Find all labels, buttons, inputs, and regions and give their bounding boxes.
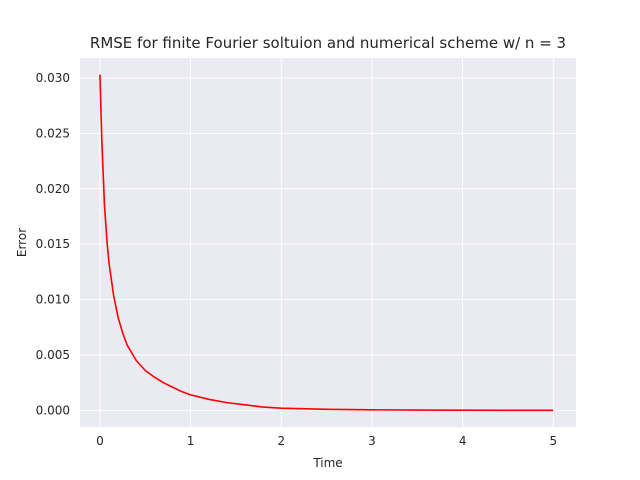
- series-line-0: [99, 74, 554, 412]
- y-tick-label: 0.000: [36, 403, 70, 417]
- x-tick-label: 0: [96, 434, 104, 448]
- y-tick-label: 0.030: [36, 71, 70, 85]
- x-tick-label: 5: [550, 434, 558, 448]
- y-tick-label: 0.005: [36, 348, 70, 362]
- chart-title: RMSE for finite Fourier soltuion and num…: [90, 34, 566, 52]
- plot-area: [80, 58, 576, 427]
- x-tick-label: 2: [277, 434, 285, 448]
- y-tick-label: 0.025: [36, 126, 70, 140]
- x-tick-label: 3: [368, 434, 376, 448]
- x-gridlines: [99, 58, 554, 427]
- y-axis-label: Error: [15, 228, 29, 257]
- x-tick-label: 4: [459, 434, 467, 448]
- y-tick-label: 0.020: [36, 182, 70, 196]
- y-tick-label: 0.010: [36, 293, 70, 307]
- series-layer: [99, 74, 554, 412]
- x-tick-labels: 0 1 2 3 4 5: [96, 434, 557, 448]
- y-tick-label: 0.015: [36, 237, 70, 251]
- y-tick-labels: 0.000 0.005 0.010 0.015 0.020 0.025 0.030: [36, 71, 70, 417]
- x-axis-label: Time: [312, 456, 342, 470]
- x-tick-label: 1: [187, 434, 195, 448]
